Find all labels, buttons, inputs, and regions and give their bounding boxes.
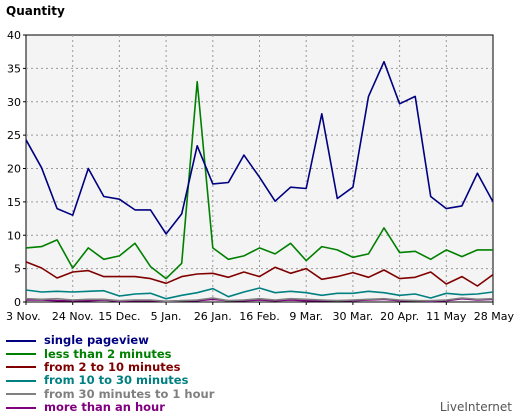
legend-swatch [6, 406, 36, 409]
legend-swatch [6, 353, 36, 356]
y-tick-label: 15 [7, 196, 21, 209]
y-tick-label: 40 [7, 29, 21, 42]
legend-label: from 30 minutes to 1 hour [44, 386, 215, 401]
series-line-3 [25, 287, 494, 300]
x-axis-ticks: 3 Nov. 24 Nov. 15 Dec. 5 Jan. 26 Jan. 16 Feb.… [6, 302, 514, 323]
x-tick-label: 9 Mar. [289, 310, 323, 323]
x-tick-label: 28 May [474, 310, 515, 323]
legend-item: from 10 to 30 minutes [6, 374, 214, 387]
x-tick-label: 24 Nov. [52, 310, 94, 323]
y-tick-label: 0 [14, 296, 21, 309]
series-line-4 [25, 297, 494, 303]
legend-label: more than an hour [44, 400, 165, 415]
legend-item: from 2 to 10 minutes [6, 359, 214, 374]
x-tick-label: 20 Apr. [380, 310, 419, 323]
y-axis-title: Quantity [6, 4, 65, 18]
y-tick-label: 5 [14, 263, 21, 276]
legend-label: from 10 to 30 minutes [44, 373, 189, 388]
legend: single pageview less than 2 minutes from 2… [6, 334, 214, 414]
legend-item: single pageview [6, 334, 214, 347]
watermark: LiveInternet [439, 400, 512, 414]
x-tick-label: 15 Dec. [98, 310, 140, 323]
legend-item: more than an hour [6, 401, 214, 414]
line-chart: 0 5 10 15 20 25 30 35 40 3 Nov. 24 Nov. 15 Dec. 5 J… [6, 29, 514, 323]
series-line-1 [25, 80, 493, 280]
x-tick-label: 30 Mar. [333, 310, 374, 323]
series-group [25, 60, 494, 303]
y-tick-label: 25 [7, 129, 21, 142]
legend-swatch [6, 366, 36, 369]
y-axis-ticks: 0 5 10 15 20 25 30 35 40 [7, 29, 26, 309]
y-tick-label: 35 [7, 62, 21, 75]
legend-label: single pageview [44, 333, 149, 348]
legend-swatch [6, 393, 36, 396]
legend-label: less than 2 minutes [44, 346, 172, 361]
legend-item: from 30 minutes to 1 hour [6, 386, 215, 401]
series-line-2 [25, 261, 494, 287]
y-tick-label: 30 [7, 96, 21, 109]
x-tick-label: 16 Feb. [239, 310, 279, 323]
legend-swatch [6, 379, 36, 382]
x-tick-label: 26 Jan. [194, 310, 232, 323]
x-tick-label: 11 May [426, 310, 467, 323]
y-tick-label: 10 [7, 229, 21, 242]
x-tick-label: 3 Nov. [6, 310, 41, 323]
series-line-0 [25, 60, 494, 235]
y-tick-label: 20 [7, 163, 21, 176]
legend-swatch [6, 339, 36, 342]
legend-label: from 2 to 10 minutes [44, 359, 181, 374]
x-tick-label: 5 Jan. [151, 310, 182, 323]
legend-item: less than 2 minutes [6, 347, 214, 360]
